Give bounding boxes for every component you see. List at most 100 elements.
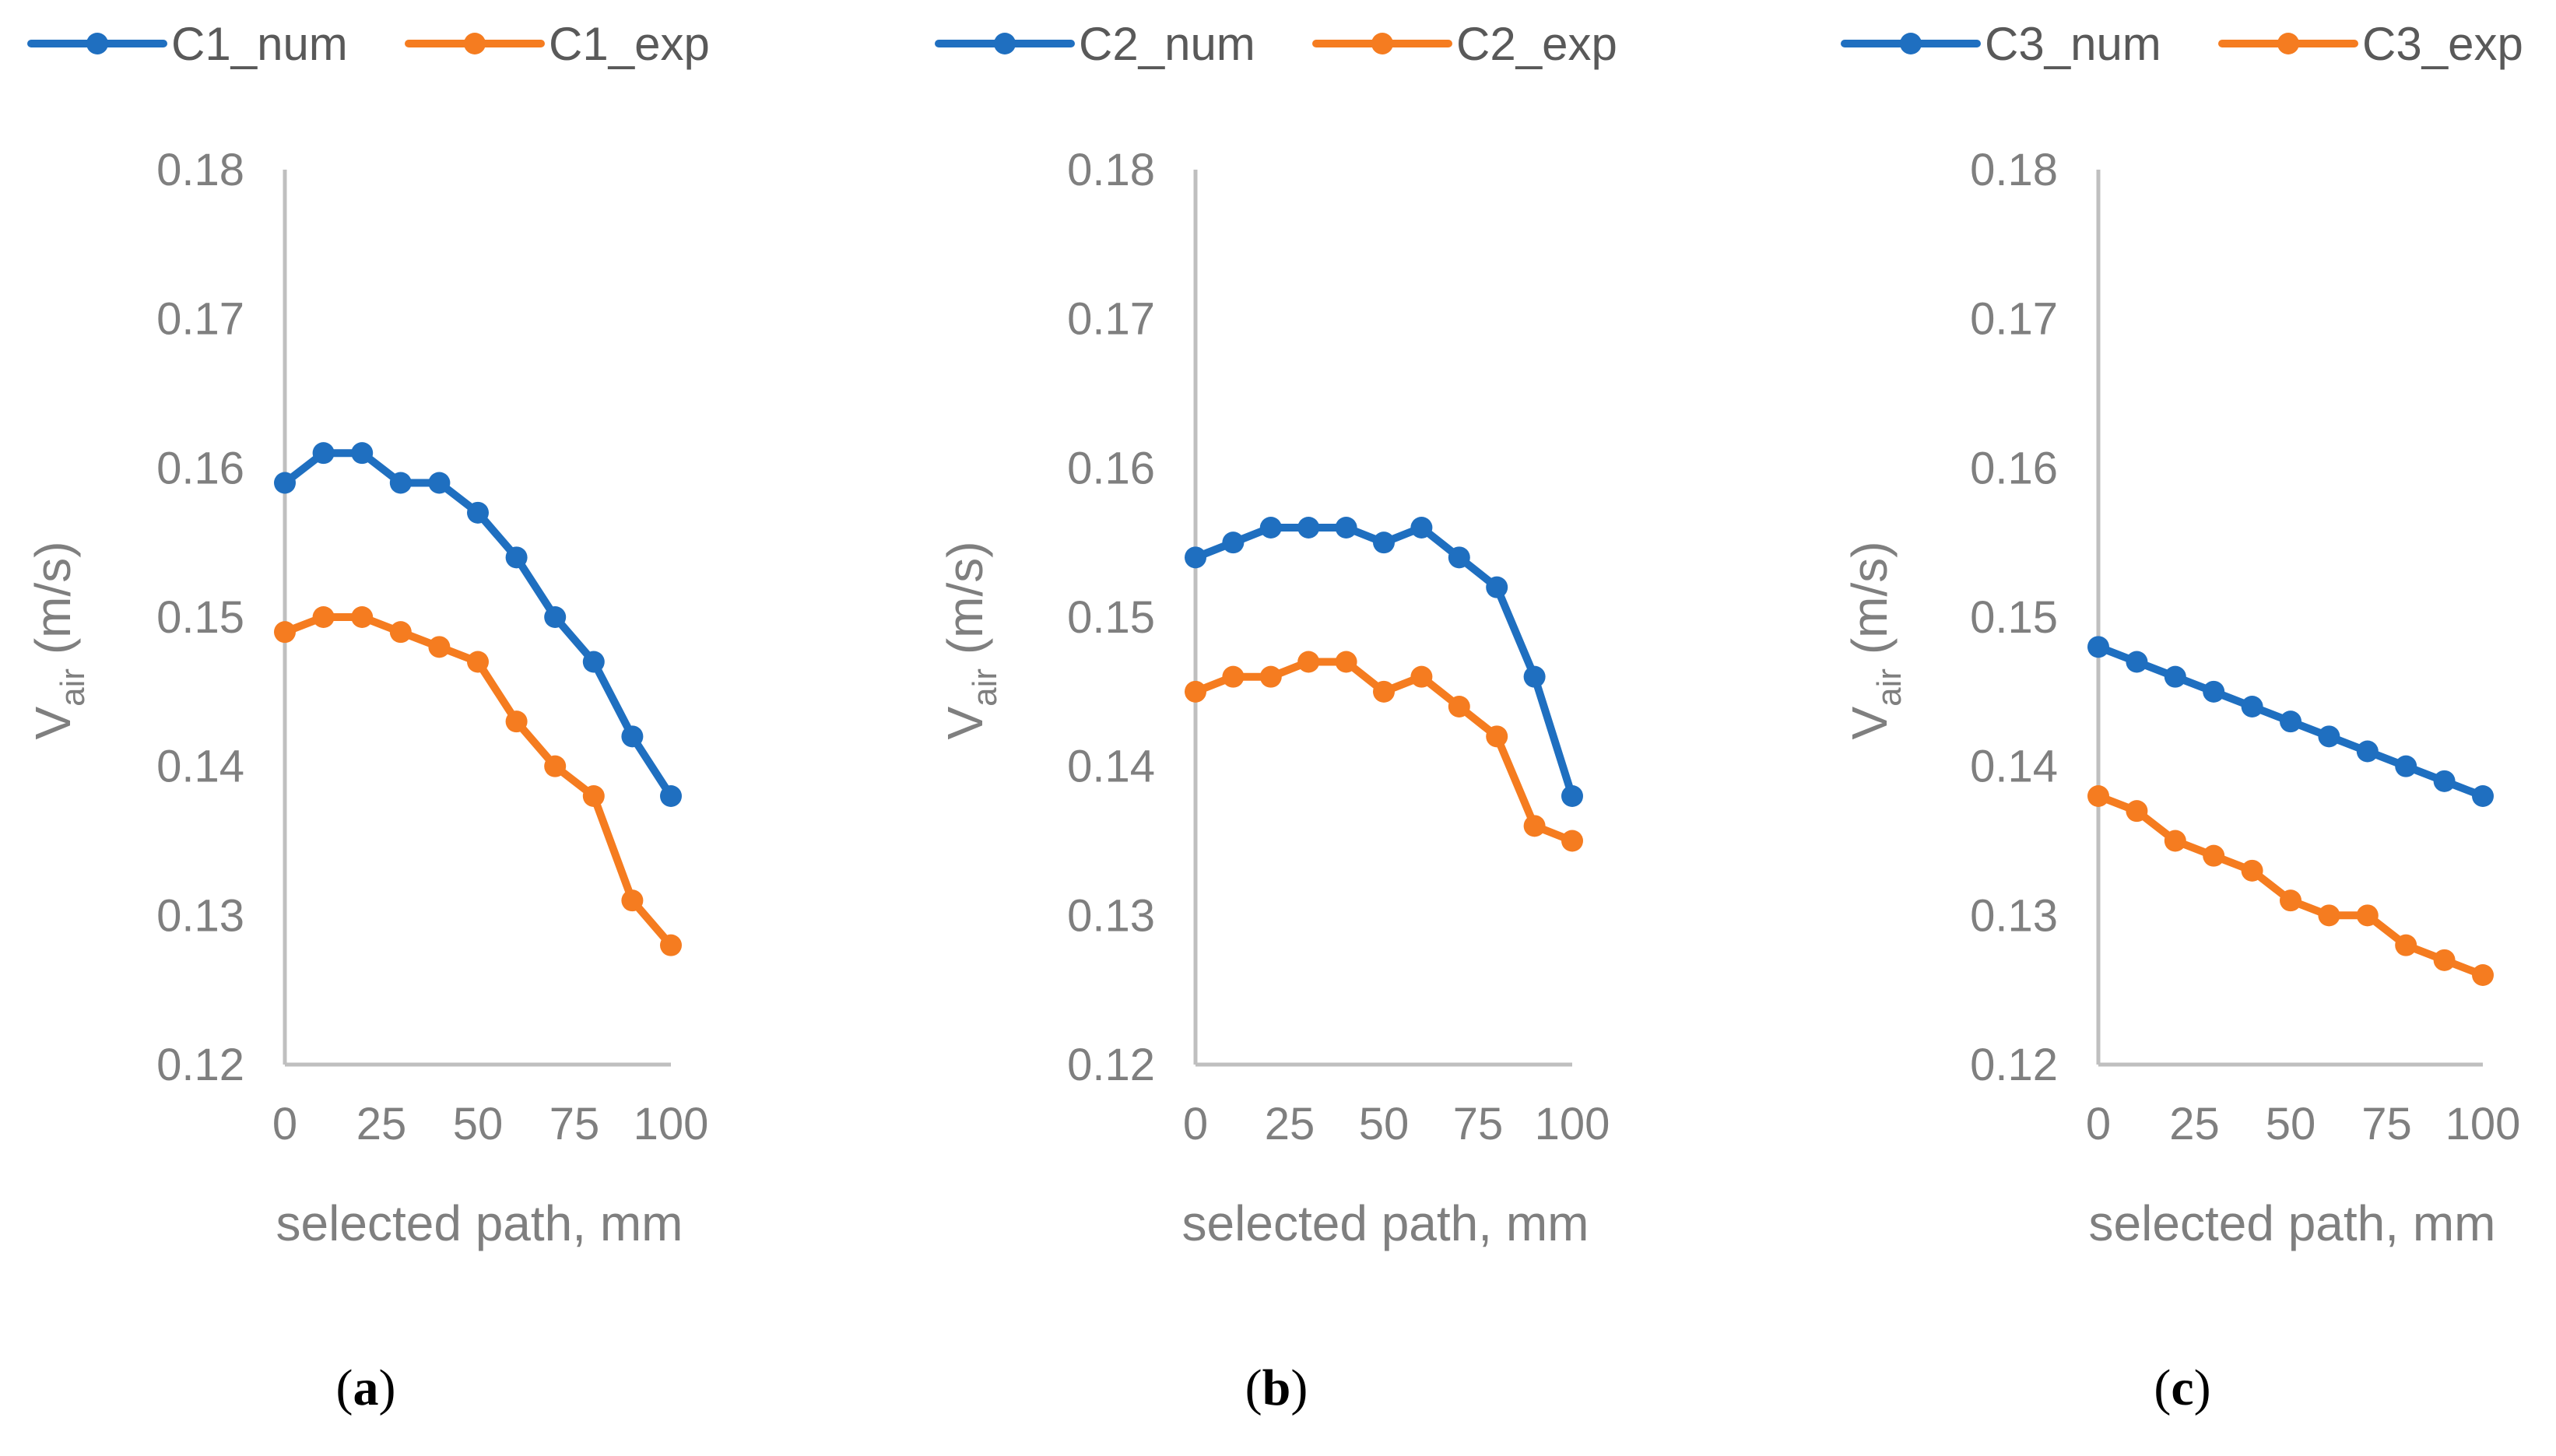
y-tick-label: 0.14 [1067,742,1155,792]
x-tick-label: 100 [1535,1099,1610,1149]
legend-label-C1_exp: C1_exp [549,18,710,70]
data-point-C1_exp [505,710,528,733]
x-tick-label: 25 [1265,1099,1315,1149]
data-point-C1_num [312,442,335,465]
y-tick-label: 0.12 [1970,1040,2058,1090]
legend-marker-C2_num [994,33,1016,54]
data-point-C1_num [544,606,567,628]
series-C1_exp [274,606,682,956]
y-axis-title-unit: (m/s) [1842,541,1898,668]
data-point-C2_num [1523,665,1546,688]
panel-label-letter: b [1262,1360,1291,1416]
data-point-C3_num [2203,680,2225,703]
data-point-C2_num [1222,532,1245,554]
data-point-C2_exp [1373,680,1395,703]
data-point-C3_exp [2472,964,2494,986]
panel-label-open: ( [336,1360,353,1416]
y-tick-label: 0.18 [156,145,244,195]
y-tick-label: 0.14 [1970,742,2058,792]
data-point-C2_num [1259,517,1282,539]
y-axis-title-subscript: air [54,668,92,707]
data-point-C2_exp [1297,651,1320,673]
x-tick-label: 50 [2266,1099,2316,1149]
chart-legend: C2_num C2_exp [935,18,1617,70]
y-axis-title-subscript: air [966,668,1004,707]
data-point-C3_num [2087,636,2109,658]
legend-marker-C3_exp [2277,33,2299,54]
data-point-C1_exp [312,606,335,628]
data-point-C3_exp [2241,859,2263,882]
legend-item-C2_num: C2_num [935,18,1255,70]
chart-panel-c: C3_num C3_exp 0.12 0.13 0.14 0.15 0.16 0.17 0.18… [1841,18,2523,1416]
y-tick-label: 0.17 [1067,294,1155,345]
data-point-C3_num [2356,740,2379,763]
y-tick-label: 0.17 [1970,294,2058,345]
y-tick-label: 0.13 [1067,890,1155,941]
data-point-C3_num [2472,785,2494,807]
data-point-C1_exp [582,785,605,807]
data-point-C2_num [1297,517,1320,539]
y-tick-label: 0.17 [156,294,244,345]
data-point-C3_num [2126,651,2148,673]
data-point-C3_num [2241,696,2263,717]
data-point-C1_num [660,785,682,807]
legend-item-C2_exp: C2_exp [1312,18,1617,70]
y-tick-label: 0.14 [156,742,244,792]
data-point-C1_num [351,442,374,465]
y-axis-title-base: V [1842,707,1898,740]
x-tick-label: 100 [634,1099,709,1149]
data-point-C2_num [1335,517,1357,539]
data-point-C3_exp [2126,800,2148,823]
data-point-C2_exp [1523,815,1546,837]
panel-label-b: (b) [1245,1360,1308,1416]
x-tick-label: 0 [1183,1099,1208,1149]
series-C3_num [2087,636,2494,807]
series-line-C2_num [1192,524,1576,800]
data-point-C2_exp [1486,725,1508,748]
y-tick-label: 0.18 [1067,145,1155,195]
series-C2_exp [1185,651,1583,852]
y-tick-label: 0.15 [1970,592,2058,643]
panel-label-close: ) [2194,1360,2211,1416]
chart-panel-a: C1_num C1_exp 0.12 0.13 0.14 0.15 0.16 0.17 0.18… [25,18,710,1416]
y-tick-label: 0.12 [156,1040,244,1090]
y-tick-label: 0.13 [156,890,244,941]
data-point-C3_exp [2356,904,2379,927]
data-point-C1_exp [274,621,296,644]
legend-marker-C2_exp [1371,33,1393,54]
legend-label-C1_num: C1_num [171,18,348,70]
data-point-C1_exp [351,606,374,628]
data-point-C2_num [1185,546,1206,569]
legend-marker-C1_exp [464,33,486,54]
legend-item-C1_exp: C1_exp [405,18,710,70]
data-point-C3_num [2280,710,2301,733]
x-tick-label: 25 [2169,1099,2220,1149]
data-point-C2_exp [1222,665,1245,688]
panel-label-letter: a [353,1360,379,1416]
x-tick-label: 0 [272,1099,297,1149]
legend-label-C3_num: C3_num [1985,18,2161,70]
data-point-C3_exp [2280,889,2301,912]
x-tick-label: 25 [356,1099,407,1149]
data-point-C1_exp [467,651,489,673]
panel-label-letter: c [2171,1360,2193,1416]
y-tick-label: 0.16 [156,443,244,493]
panel-label-c: (c) [2154,1360,2210,1416]
data-point-C3_exp [2395,934,2417,956]
series-C3_exp [2087,785,2494,986]
data-point-C2_num [1410,517,1433,539]
data-point-C1_exp [660,934,682,956]
data-point-C3_num [2164,665,2186,688]
data-point-C1_num [582,651,605,673]
x-tick-label: 100 [2445,1099,2521,1149]
data-point-C2_num [1561,785,1583,807]
y-axis-title-base: V [25,707,81,740]
chart-legend: C3_num C3_exp [1841,18,2523,70]
data-point-C2_exp [1410,665,1433,688]
series-C2_num [1185,517,1583,807]
legend-item-C3_exp: C3_exp [2218,18,2523,70]
data-point-C1_num [621,725,644,748]
data-point-C3_exp [2087,785,2109,807]
